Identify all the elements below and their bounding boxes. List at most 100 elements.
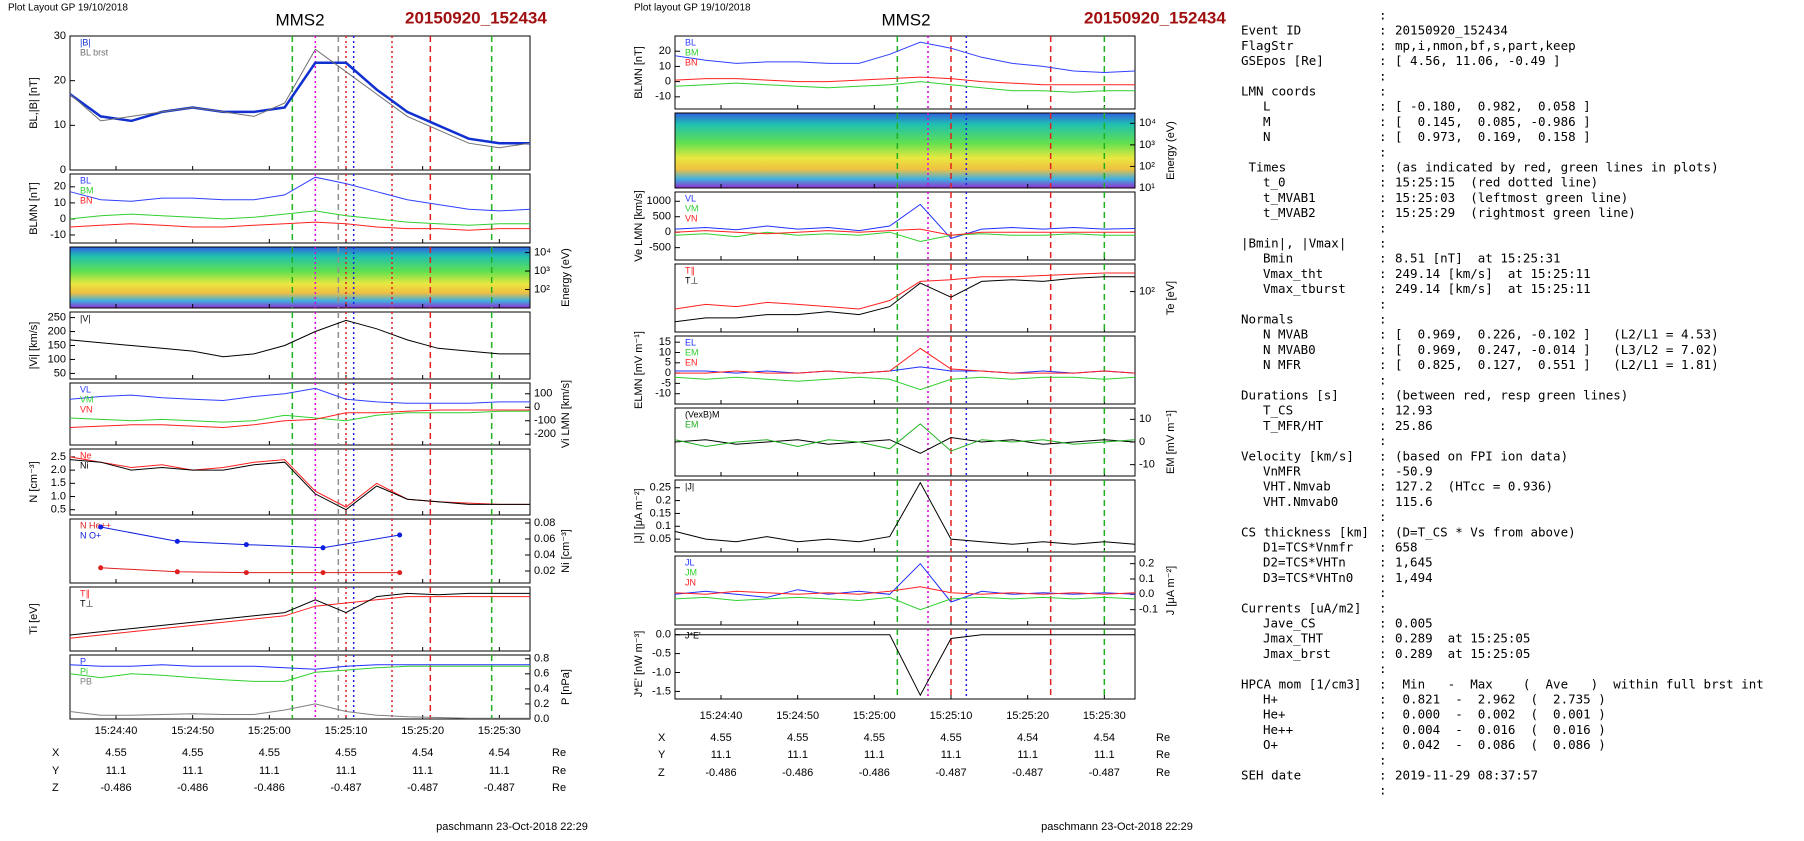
- y-tick-label: 50: [54, 367, 66, 379]
- separator: :: [1379, 160, 1387, 175]
- y-tick-label: 0.05: [650, 533, 671, 545]
- info-value: (between red, resp green lines): [1395, 388, 1628, 403]
- separator: :: [1379, 494, 1387, 509]
- separator: :: [1379, 600, 1387, 615]
- panel-frame: [674, 191, 1136, 261]
- separator: :: [1379, 372, 1387, 387]
- y-tick-label: 10³: [534, 265, 550, 277]
- panel-frame: [69, 518, 531, 584]
- y-tick-label: 200: [48, 325, 66, 337]
- y-axis-label: EM [mV m⁻¹]: [1165, 410, 1177, 474]
- legend-entry: N He++: [80, 520, 111, 530]
- x-tick-label: 15:24:50: [776, 710, 819, 722]
- y-axis-label: Energy (eV): [1165, 121, 1177, 180]
- x-tick-label: 15:25:20: [1006, 710, 1049, 722]
- ephem-value: 4.55: [259, 747, 280, 759]
- plot-footer: paschmann 23-Oct-2018 22:29: [1041, 821, 1193, 833]
- legend-entry: BN: [685, 57, 698, 67]
- separator: :: [1379, 251, 1387, 266]
- ephem-value: 4.55: [105, 747, 126, 759]
- separator: :: [1379, 327, 1387, 342]
- info-key: Vmax_tht: [1263, 266, 1323, 281]
- y-tick-label: 0.5: [51, 504, 66, 516]
- y-tick-label: 0: [1139, 436, 1145, 448]
- y-tick-label: 10: [54, 197, 66, 209]
- legend-entry: JM: [685, 567, 697, 577]
- info-value: 249.14 [km/s] at 15:25:11: [1395, 266, 1591, 281]
- info-value: 0.004 - 0.016 ( 0.016 ): [1395, 722, 1606, 737]
- info-value: [ 0.145, 0.085, -0.986 ]: [1395, 114, 1591, 129]
- info-key: D1=TCS*Vnmfr: [1263, 540, 1354, 555]
- ephem-value: 4.54: [1017, 732, 1038, 744]
- y-tick-label: 0.02: [534, 565, 555, 577]
- info-key: L: [1263, 99, 1271, 114]
- spectrogram: [675, 113, 1135, 188]
- separator: :: [1379, 479, 1387, 494]
- plot-title: MMS2: [881, 10, 930, 29]
- separator: :: [1379, 205, 1387, 220]
- separator: :: [1379, 464, 1387, 479]
- y-tick-label: 0.1: [1139, 573, 1154, 585]
- series-line: [69, 456, 530, 508]
- info-key: CS thickness [km]: [1241, 524, 1369, 539]
- legend-entry: Ne: [80, 450, 92, 460]
- series-line: [674, 586, 1136, 595]
- ephem-label: X: [52, 747, 60, 759]
- y-axis-label: BLMN [nT]: [633, 46, 645, 99]
- y-tick-label: -500: [649, 242, 671, 254]
- separator: :: [1379, 114, 1387, 129]
- y-axis-label: BL,|B| [nT]: [28, 77, 40, 129]
- info-key: H+: [1263, 692, 1278, 707]
- y-tick-label: 20: [54, 75, 66, 87]
- ephem-value: 11.1: [941, 749, 962, 761]
- y-tick-label: 0: [60, 213, 66, 225]
- y-tick-label: 0.1: [656, 520, 671, 532]
- info-value: [ 4.56, 11.06, -0.49 ]: [1395, 53, 1561, 68]
- ephem-value: -0.487: [407, 782, 438, 794]
- legend-entry: VL: [685, 193, 696, 203]
- ephem-value: -0.487: [1089, 767, 1120, 779]
- series-line: [674, 376, 1136, 391]
- info-key: O+: [1263, 737, 1278, 752]
- panel-frame: [674, 555, 1136, 626]
- info-key: |Bmin|, |Vmax|: [1241, 236, 1346, 251]
- info-value: [ 0.969, 0.226, -0.102 ] (L2/L1 = 4.53): [1395, 327, 1719, 342]
- separator: :: [1379, 144, 1387, 159]
- y-tick-label: 10: [659, 346, 671, 358]
- scatter-point: [397, 570, 403, 576]
- separator: :: [1379, 509, 1387, 524]
- info-value: 249.14 [km/s] at 15:25:11: [1395, 281, 1591, 296]
- info-key: t_MVAB1: [1263, 190, 1316, 205]
- legend-entry: |J|: [685, 481, 694, 491]
- y-tick-label: 1000: [647, 195, 671, 207]
- y-tick-label: -1.0: [652, 666, 671, 678]
- separator: :: [1379, 783, 1387, 798]
- legend-entry: BL: [80, 175, 91, 185]
- info-key: Times: [1241, 160, 1286, 175]
- legend-entry: |V|: [80, 313, 91, 323]
- info-key: Velocity [km/s]: [1241, 448, 1354, 463]
- y-tick-label: 500: [653, 211, 671, 223]
- separator: :: [1379, 99, 1387, 114]
- info-value: 0.289 at 15:25:05: [1395, 631, 1530, 646]
- info-key: He+: [1263, 707, 1286, 722]
- info-value: (based on FPI ion data): [1395, 448, 1568, 463]
- y-axis-label: Ve LMN [km/s]: [633, 190, 645, 262]
- series-line: [69, 703, 530, 719]
- y-tick-label: 0.0: [656, 629, 671, 641]
- info-key: FlagStr: [1241, 38, 1294, 53]
- legend-entry: JN: [685, 577, 696, 587]
- series-line: [69, 596, 530, 639]
- ephem-unit: Re: [552, 765, 566, 777]
- info-value: 20150920_152434: [1395, 23, 1508, 38]
- series-line: [674, 276, 1135, 323]
- series-line: [674, 81, 1135, 93]
- panel: 0.02 0.04 0.06 0.08 Ni [cm⁻³] N He++N O+: [69, 517, 572, 584]
- y-tick-label: 0: [665, 76, 671, 88]
- legend-entry: T⊥: [685, 275, 698, 285]
- y-tick-label: 0.25: [650, 482, 671, 494]
- legend-entry: Ni: [80, 460, 89, 470]
